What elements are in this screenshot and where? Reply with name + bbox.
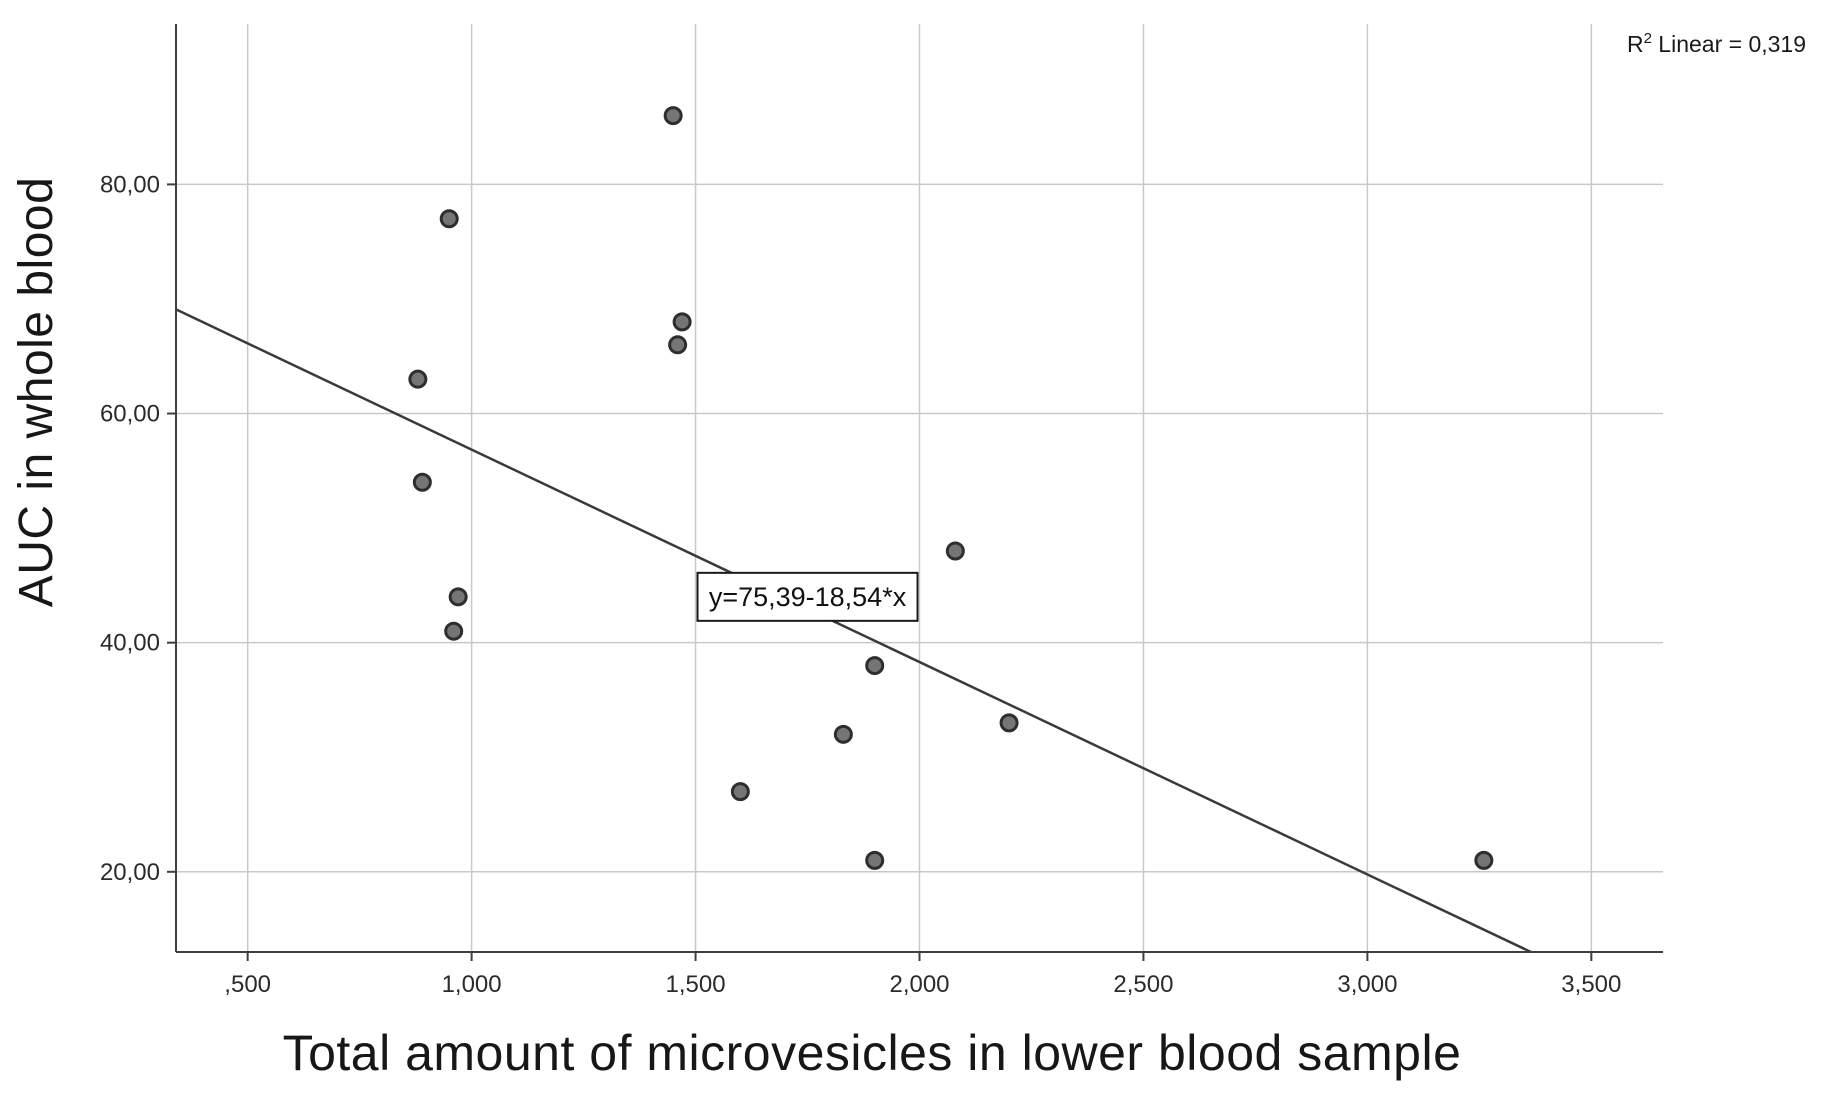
x-tick-label: 3,500 — [1561, 971, 1621, 998]
r-squared-annotation: R2 Linear = 0,319 — [1627, 30, 1806, 57]
x-tick-label: 2,000 — [889, 971, 949, 998]
x-tick-label: 1,500 — [666, 971, 726, 998]
r-squared-superscript: 2 — [1644, 30, 1652, 47]
r-squared-base: R — [1627, 31, 1644, 57]
data-point — [672, 312, 692, 332]
x-tick-label: ,500 — [224, 971, 271, 998]
data-point — [730, 782, 750, 802]
data-point — [439, 209, 459, 229]
x-axis-title: Total amount of microvesicles in lower b… — [283, 1025, 1462, 1081]
equation-label-box — [696, 571, 919, 622]
y-tick-label: 60,00 — [100, 401, 160, 428]
plot-layer: ,500 1,000 1,500 2,000 2,500 3,000 3,500 20,00 4… — [100, 24, 1663, 998]
data-point — [1474, 850, 1494, 870]
y-axis-title: AUC in whole blood — [10, 177, 63, 608]
data-point — [663, 106, 683, 126]
data-point — [865, 656, 885, 676]
x-tick-label: 1,000 — [442, 971, 502, 998]
y-tick-label: 20,00 — [100, 859, 160, 886]
data-point — [668, 335, 688, 355]
y-tick-label: 80,00 — [100, 171, 160, 198]
x-tick-label: 2,500 — [1113, 971, 1173, 998]
x-tick-label: 3,000 — [1337, 971, 1397, 998]
regression-line — [175, 308, 1532, 954]
y-tick-label: 40,00 — [100, 630, 160, 657]
data-point — [999, 713, 1019, 733]
data-point — [865, 850, 885, 870]
data-point — [448, 587, 468, 607]
data-point — [945, 541, 965, 561]
data-point — [444, 621, 464, 641]
data-point — [408, 369, 428, 389]
equation-label-text: y=75,39-18,54*x — [709, 582, 907, 612]
data-point — [833, 724, 853, 744]
r-squared-value: Linear = 0,319 — [1652, 31, 1806, 57]
data-point — [412, 472, 432, 492]
